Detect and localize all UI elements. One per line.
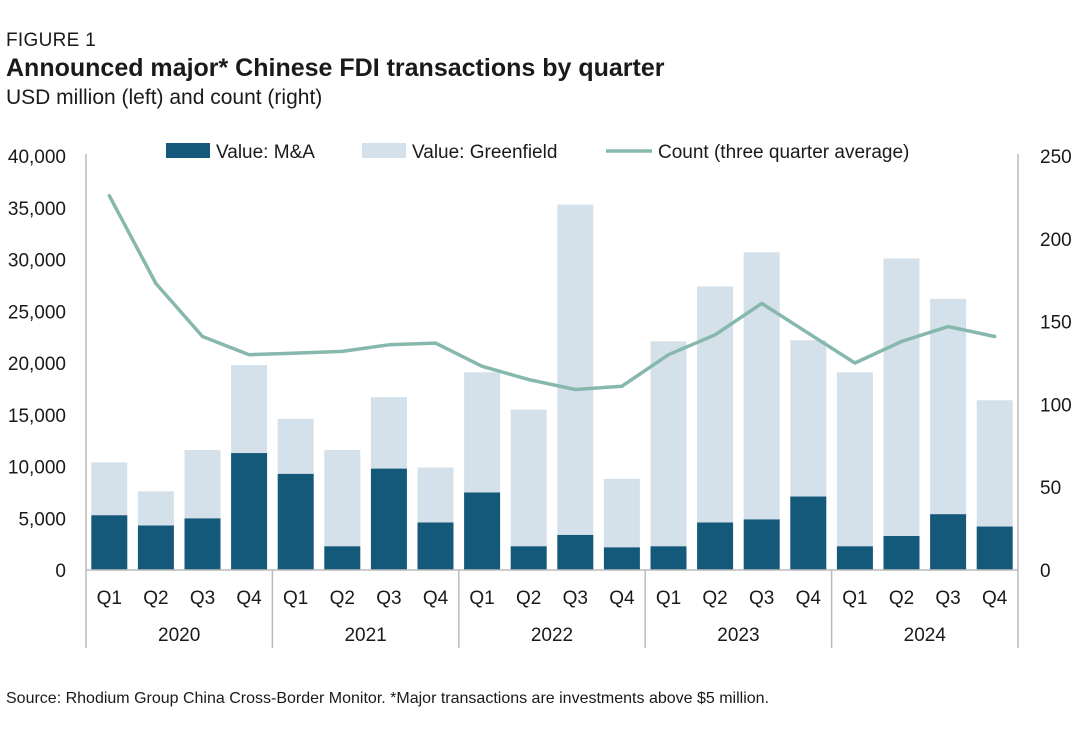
left-axis-tick-label: 40,000 bbox=[8, 147, 66, 168]
bar-ma bbox=[464, 492, 501, 570]
bar-greenfield bbox=[231, 365, 268, 454]
bar-greenfield bbox=[184, 449, 221, 519]
quarter-label: Q4 bbox=[796, 588, 822, 609]
bar-greenfield bbox=[650, 341, 687, 547]
bar-greenfield bbox=[137, 491, 174, 526]
quarter-label: Q4 bbox=[609, 588, 635, 609]
bar-greenfield bbox=[277, 418, 314, 474]
left-axis-tick-label: 20,000 bbox=[8, 354, 66, 375]
bar-series bbox=[91, 204, 1013, 570]
bar-ma bbox=[976, 526, 1013, 570]
quarter-label: Q2 bbox=[702, 588, 727, 609]
left-axis-ticks: 40,000 35,000 30,000 25,000 20,000 15,000 10,0… bbox=[8, 147, 66, 582]
bar-ma bbox=[557, 534, 594, 570]
axes bbox=[85, 154, 1019, 648]
legend-swatch-ma bbox=[166, 143, 210, 158]
left-axis-tick-label: 25,000 bbox=[8, 302, 66, 323]
right-axis-tick-label: 150 bbox=[1040, 313, 1072, 334]
left-axis-tick-label: 10,000 bbox=[8, 458, 66, 479]
legend: Value: M&A Value: Greenfield Count (three … bbox=[166, 142, 909, 163]
quarter-label: Q2 bbox=[889, 588, 914, 609]
bar-ma bbox=[697, 522, 734, 570]
year-label: 2022 bbox=[531, 625, 573, 646]
bar-greenfield bbox=[883, 258, 920, 536]
bar-ma bbox=[836, 546, 873, 570]
year-label: 2021 bbox=[344, 625, 386, 646]
source-note: Source: Rhodium Group China Cross-Border… bbox=[6, 690, 770, 707]
bar-greenfield bbox=[790, 340, 827, 497]
quarter-label: Q2 bbox=[330, 588, 355, 609]
right-axis-tick-label: 250 bbox=[1040, 147, 1072, 168]
bar-greenfield bbox=[603, 478, 640, 548]
bar-greenfield bbox=[557, 204, 594, 535]
bar-greenfield bbox=[836, 372, 873, 547]
quarter-label: Q1 bbox=[842, 588, 867, 609]
x-axis-labels: Q1 Q2 Q3 Q4 Q1 Q2 Q3 Q4 Q1 Q2 Q3 Q4 Q1 Q2 Q3 Q4 Q1 Q2 Q3 Q4… bbox=[97, 588, 1008, 646]
quarter-label: Q2 bbox=[143, 588, 168, 609]
legend-label-greenfield: Value: Greenfield bbox=[412, 142, 557, 163]
bar-ma bbox=[184, 518, 221, 570]
chart-title: Announced major* Chinese FDI transaction… bbox=[6, 54, 665, 82]
bar-greenfield bbox=[697, 286, 734, 523]
chart-subtitle: USD million (left) and count (right) bbox=[6, 86, 323, 109]
quarter-label: Q3 bbox=[190, 588, 215, 609]
year-label: 2023 bbox=[717, 625, 759, 646]
bar-ma bbox=[370, 468, 407, 570]
quarter-label: Q1 bbox=[469, 588, 494, 609]
left-axis-tick-label: 15,000 bbox=[8, 406, 66, 427]
quarter-label: Q4 bbox=[982, 588, 1008, 609]
quarter-label: Q1 bbox=[656, 588, 681, 609]
quarter-label: Q3 bbox=[563, 588, 588, 609]
bar-ma bbox=[650, 546, 687, 570]
year-label: 2024 bbox=[904, 625, 947, 646]
bar-greenfield bbox=[91, 462, 128, 516]
legend-swatch-greenfield bbox=[362, 143, 406, 158]
left-axis-tick-label: 5,000 bbox=[18, 509, 66, 530]
bar-greenfield bbox=[417, 467, 454, 523]
right-axis-tick-label: 200 bbox=[1040, 230, 1072, 251]
count-line-series bbox=[107, 193, 997, 392]
bar-ma bbox=[417, 522, 454, 570]
bar-ma bbox=[137, 525, 174, 570]
bar-greenfield bbox=[510, 409, 547, 547]
bar-ma bbox=[231, 453, 268, 570]
bar-ma bbox=[883, 535, 920, 570]
right-axis-tick-label: 100 bbox=[1040, 395, 1072, 416]
legend-label-count: Count (three quarter average) bbox=[658, 142, 909, 163]
quarter-label: Q2 bbox=[516, 588, 541, 609]
bar-ma bbox=[510, 546, 547, 570]
bar-ma bbox=[324, 546, 361, 570]
bar-ma bbox=[790, 496, 827, 570]
right-axis-tick-label: 50 bbox=[1040, 478, 1061, 499]
legend-label-ma: Value: M&A bbox=[216, 142, 315, 163]
figure-label: FIGURE 1 bbox=[6, 30, 97, 51]
left-axis-tick-label: 30,000 bbox=[8, 251, 66, 272]
quarter-label: Q1 bbox=[283, 588, 308, 609]
quarter-label: Q3 bbox=[935, 588, 960, 609]
left-axis-tick-label: 35,000 bbox=[8, 199, 66, 220]
bar-ma bbox=[91, 515, 128, 570]
quarter-label: Q3 bbox=[376, 588, 401, 609]
bar-ma bbox=[743, 519, 780, 570]
quarter-label: Q4 bbox=[236, 588, 262, 609]
bar-greenfield bbox=[370, 397, 407, 469]
bar-ma bbox=[930, 514, 967, 570]
right-axis-ticks: 250 200 150 100 50 0 bbox=[1040, 147, 1072, 582]
quarter-label: Q3 bbox=[749, 588, 774, 609]
bar-greenfield bbox=[324, 449, 361, 547]
bar-greenfield bbox=[743, 252, 780, 520]
bar-greenfield bbox=[930, 298, 967, 515]
right-axis-tick-label: 0 bbox=[1040, 561, 1051, 582]
bar-ma bbox=[277, 473, 314, 570]
quarter-label: Q4 bbox=[423, 588, 449, 609]
year-label: 2020 bbox=[158, 625, 200, 646]
quarter-label: Q1 bbox=[97, 588, 122, 609]
left-axis-tick-label: 0 bbox=[55, 561, 66, 582]
bar-greenfield bbox=[464, 372, 501, 493]
count-line bbox=[107, 193, 997, 392]
bar-greenfield bbox=[976, 400, 1013, 527]
bar-ma bbox=[603, 547, 640, 570]
